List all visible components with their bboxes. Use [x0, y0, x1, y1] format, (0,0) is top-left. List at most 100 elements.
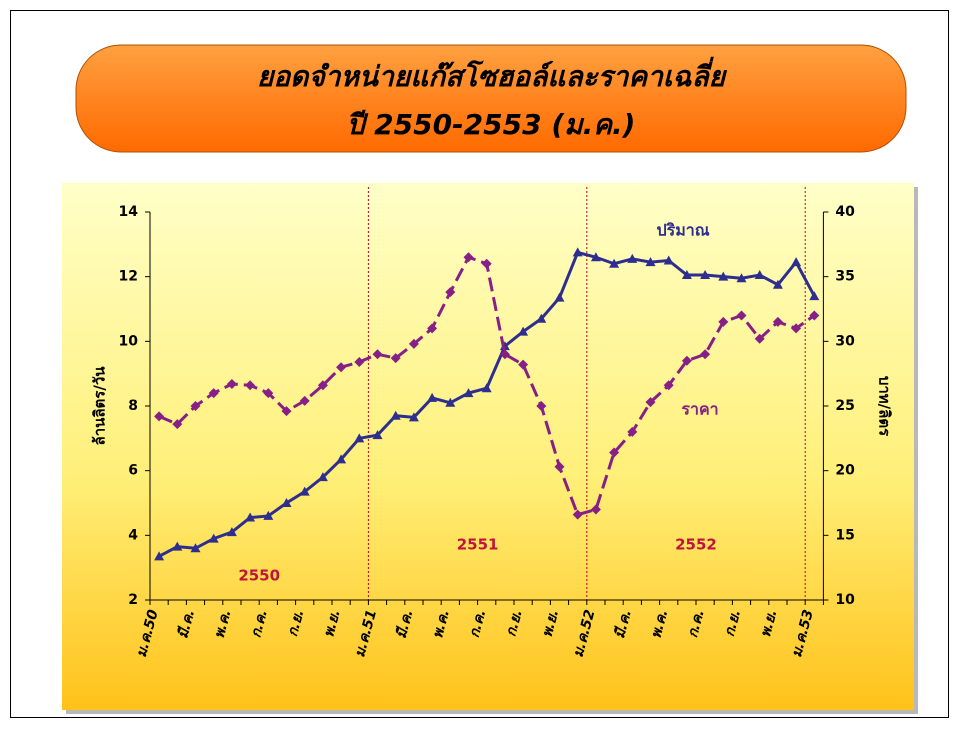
- point: [627, 426, 638, 437]
- point: [463, 252, 474, 263]
- point: [299, 486, 310, 496]
- y2-tick-label: 40: [835, 204, 855, 220]
- series-label: ปริมาณ: [656, 221, 709, 240]
- x-tick-label: พ.ค.: [212, 608, 235, 640]
- point: [590, 252, 601, 262]
- x-tick-label: พ.ค.: [648, 608, 671, 640]
- x-tick-label: ก.ย.: [722, 608, 745, 639]
- point: [427, 392, 438, 402]
- point: [208, 388, 219, 399]
- point: [317, 472, 328, 482]
- point: [336, 454, 347, 464]
- y2-tick-label: 15: [835, 527, 854, 543]
- x-tick-label: พ.ย.: [321, 608, 344, 639]
- point: [718, 271, 729, 281]
- point: [572, 509, 583, 520]
- point: [299, 395, 310, 406]
- point: [390, 410, 401, 420]
- x-tick-label: มี.ค.: [393, 608, 417, 641]
- y2-tick-label: 35: [835, 269, 854, 285]
- y2-tick-label: 30: [835, 333, 855, 349]
- point: [609, 258, 620, 268]
- y-tick-label: 6: [128, 463, 138, 479]
- x-tick-label: พ.ย.: [758, 608, 781, 639]
- point: [481, 383, 492, 393]
- point: [645, 257, 656, 267]
- point: [700, 349, 711, 360]
- point: [354, 433, 365, 443]
- title-box: [75, 44, 907, 153]
- point: [518, 359, 529, 370]
- point: [663, 380, 674, 391]
- point: [154, 411, 165, 422]
- x-tick-label: ก.ย.: [285, 608, 308, 639]
- point: [445, 397, 456, 407]
- point: [245, 380, 256, 391]
- point: [172, 419, 183, 430]
- point: [736, 273, 747, 283]
- point: [154, 551, 165, 561]
- x-tick-label: ก.ค.: [685, 608, 708, 640]
- point: [536, 401, 547, 411]
- x-tick-label: พ.ค.: [430, 608, 453, 640]
- point: [263, 388, 274, 399]
- y-tick-label: 8: [128, 398, 138, 414]
- point: [226, 379, 237, 390]
- point: [427, 323, 438, 334]
- point: [263, 510, 274, 520]
- point: [700, 270, 711, 280]
- x-tick-label: พ.ย.: [539, 608, 562, 639]
- point: [336, 362, 347, 373]
- point: [791, 323, 802, 334]
- y2-tick-label: 20: [835, 463, 855, 479]
- y-axis-label: ล้านลิตร/วัน: [91, 366, 109, 446]
- y-tick-label: 14: [119, 204, 139, 220]
- period-label: 2551: [457, 536, 499, 554]
- point: [536, 313, 547, 323]
- point: [681, 355, 692, 366]
- point: [172, 541, 183, 551]
- point: [645, 397, 656, 408]
- point: [809, 310, 820, 321]
- point: [408, 338, 419, 349]
- period-label: 2552: [675, 536, 717, 554]
- point: [245, 512, 256, 522]
- point: [572, 247, 583, 257]
- point: [627, 253, 638, 263]
- point: [791, 257, 802, 267]
- point: [663, 255, 674, 265]
- point: [463, 388, 474, 398]
- point: [590, 504, 601, 515]
- point: [772, 316, 783, 327]
- point: [281, 498, 292, 507]
- point: [681, 270, 692, 280]
- point: [518, 326, 529, 336]
- point: [190, 543, 201, 553]
- point: [208, 533, 219, 543]
- y-tick-label: 12: [119, 269, 138, 285]
- point: [772, 279, 783, 289]
- y-tick-label: 2: [128, 592, 138, 608]
- point: [372, 349, 383, 360]
- y2-tick-label: 10: [835, 592, 855, 608]
- y2-tick-label: 25: [835, 398, 854, 414]
- point: [354, 357, 365, 368]
- point: [372, 430, 383, 440]
- x-tick-label: ก.ย.: [503, 608, 526, 639]
- point: [554, 292, 565, 302]
- point: [754, 333, 765, 344]
- x-tick-label: ก.ค.: [467, 608, 490, 640]
- x-tick-label: มี.ค.: [611, 608, 635, 641]
- point: [736, 310, 747, 321]
- y-tick-label: 4: [128, 527, 138, 543]
- series-label: ราคา: [681, 400, 718, 419]
- chart-title: ยอดจำหน่ายแก๊สโซฮอล์และราคาเฉลี่ย: [257, 56, 728, 93]
- period-label: 2550: [238, 567, 280, 585]
- point: [481, 258, 492, 269]
- point: [718, 316, 729, 327]
- point: [554, 461, 565, 472]
- point: [408, 412, 419, 422]
- point: [754, 270, 765, 280]
- point: [390, 353, 401, 364]
